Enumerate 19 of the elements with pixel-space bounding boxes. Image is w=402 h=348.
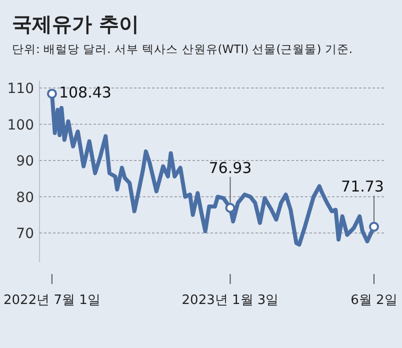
x-tick-label: 6월 2일 (350, 293, 398, 308)
annotation: 76.93 (208, 158, 252, 213)
y-tick-label: 110 (7, 81, 34, 97)
y-tick-label: 100 (7, 117, 34, 134)
annotation: 108.43 (58, 84, 112, 102)
annotation: 108.43 (46, 84, 112, 102)
point (369, 222, 379, 232)
x-tick-label: 2023년 1월 3일 (182, 293, 279, 308)
annotation: 76.93 (208, 158, 252, 177)
y-tick-label: 70 (16, 226, 34, 242)
y-tick-label: 90 (16, 154, 34, 170)
chart-subtitle: 단위: 배럴당 달러. 서부 텍사스 산원유(WTI) 선물(근월물) 기준. (12, 42, 353, 56)
chart-title: 국제유가 추이 (12, 12, 139, 36)
point (46, 88, 57, 99)
annotation: 71.73 (341, 178, 384, 196)
point (225, 202, 236, 213)
y-tick-label: 80 (16, 190, 34, 206)
annotation: 71.73 (341, 178, 384, 232)
x-tick-label: 2022년 7월 1일 (4, 293, 100, 308)
